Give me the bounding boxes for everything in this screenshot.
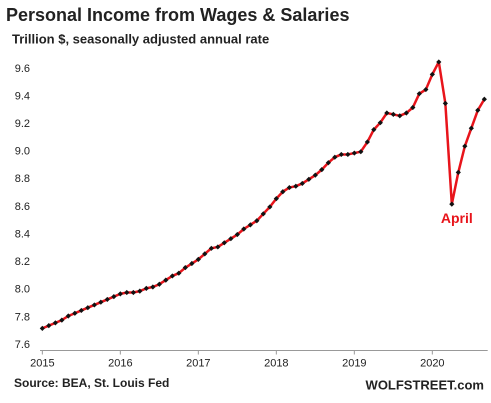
x-tick-label: 2020: [420, 357, 444, 369]
data-point: [117, 291, 123, 297]
data-point: [215, 244, 221, 250]
data-point: [377, 120, 383, 126]
data-point: [72, 310, 78, 316]
y-tick-label: 8.2: [15, 256, 30, 268]
data-point: [247, 222, 253, 228]
data-point: [403, 110, 409, 116]
data-point: [299, 180, 305, 187]
data-point: [52, 320, 58, 326]
data-point: [98, 299, 104, 305]
chart-title: Personal Income from Wages & Salaries: [6, 5, 349, 25]
data-point: [85, 305, 91, 311]
data-point: [234, 231, 240, 238]
annotation: April: [441, 210, 473, 226]
data-point: [338, 151, 344, 158]
data-point: [449, 201, 455, 207]
data-point: [241, 226, 247, 232]
data-point: [371, 126, 377, 133]
data-point: [358, 149, 364, 155]
x-tick-label: 2015: [30, 357, 54, 369]
data-point: [332, 154, 338, 160]
y-tick-label: 9.6: [15, 63, 30, 75]
data-point: [150, 284, 156, 290]
y-tick-label: 7.8: [15, 311, 30, 323]
data-point: [111, 294, 117, 300]
data-point: [137, 288, 143, 294]
chart-subtitle: Trillion $, seasonally adjusted annual r…: [12, 31, 269, 46]
data-point: [390, 111, 396, 118]
y-tick-label: 9.0: [15, 146, 30, 158]
data-point: [436, 59, 442, 65]
y-tick-label: 8.8: [15, 173, 30, 185]
data-point: [325, 160, 331, 166]
data-point: [364, 139, 370, 145]
data-point: [442, 100, 448, 106]
y-tick-label: 8.6: [15, 201, 30, 213]
data-point: [455, 169, 461, 175]
data-point: [104, 296, 110, 303]
data-point: [306, 176, 312, 182]
brand: WOLFSTREET.com: [366, 377, 484, 392]
data-point: [410, 104, 416, 111]
data-point: [228, 236, 234, 242]
data-point: [260, 211, 266, 217]
data-point: [221, 240, 227, 246]
data-point: [59, 317, 65, 323]
x-tick-label: 2017: [186, 357, 210, 369]
source: Source: BEA, St. Louis Fed: [14, 376, 169, 390]
data-point: [416, 91, 422, 97]
x-tick-label: 2016: [108, 357, 132, 369]
data-point: [280, 189, 286, 195]
data-point: [384, 110, 390, 116]
data-point: [468, 125, 474, 131]
y-tick-label: 8.0: [15, 284, 30, 296]
data-point: [462, 143, 468, 149]
data-point: [189, 260, 195, 267]
x-tick-label: 2018: [264, 357, 288, 369]
data-point: [163, 277, 169, 283]
data-point: [293, 183, 299, 189]
x-tick-label: 2019: [342, 357, 366, 369]
data-point: [156, 281, 162, 287]
data-point: [319, 167, 325, 173]
data-point: [130, 289, 136, 296]
data-point: [397, 113, 403, 119]
data-point: [65, 313, 71, 319]
data-point: [46, 323, 52, 329]
data-point: [208, 245, 214, 251]
data-point: [475, 107, 481, 113]
y-tick-label: 9.2: [15, 118, 30, 130]
data-point: [39, 325, 45, 332]
data-point: [312, 172, 318, 178]
data-point: [143, 285, 149, 291]
data-point: [169, 273, 175, 279]
data-point: [124, 289, 130, 296]
data-point: [202, 251, 208, 257]
data-point: [345, 151, 351, 158]
series-line: [41, 60, 486, 330]
y-tick-label: 7.6: [15, 339, 30, 351]
data-point: [351, 150, 357, 156]
data-point: [481, 96, 487, 102]
data-point: [429, 71, 435, 77]
data-point: [267, 204, 273, 210]
y-tick-label: 9.4: [15, 90, 30, 102]
y-tick-label: 8.4: [15, 228, 30, 240]
data-point: [286, 184, 292, 191]
data-point: [423, 86, 429, 93]
data-point: [273, 196, 279, 202]
data-point: [176, 270, 182, 276]
data-point: [91, 302, 97, 308]
data-point: [78, 307, 84, 314]
data-point: [254, 218, 260, 224]
data-point: [195, 256, 201, 262]
data-point: [182, 265, 188, 271]
